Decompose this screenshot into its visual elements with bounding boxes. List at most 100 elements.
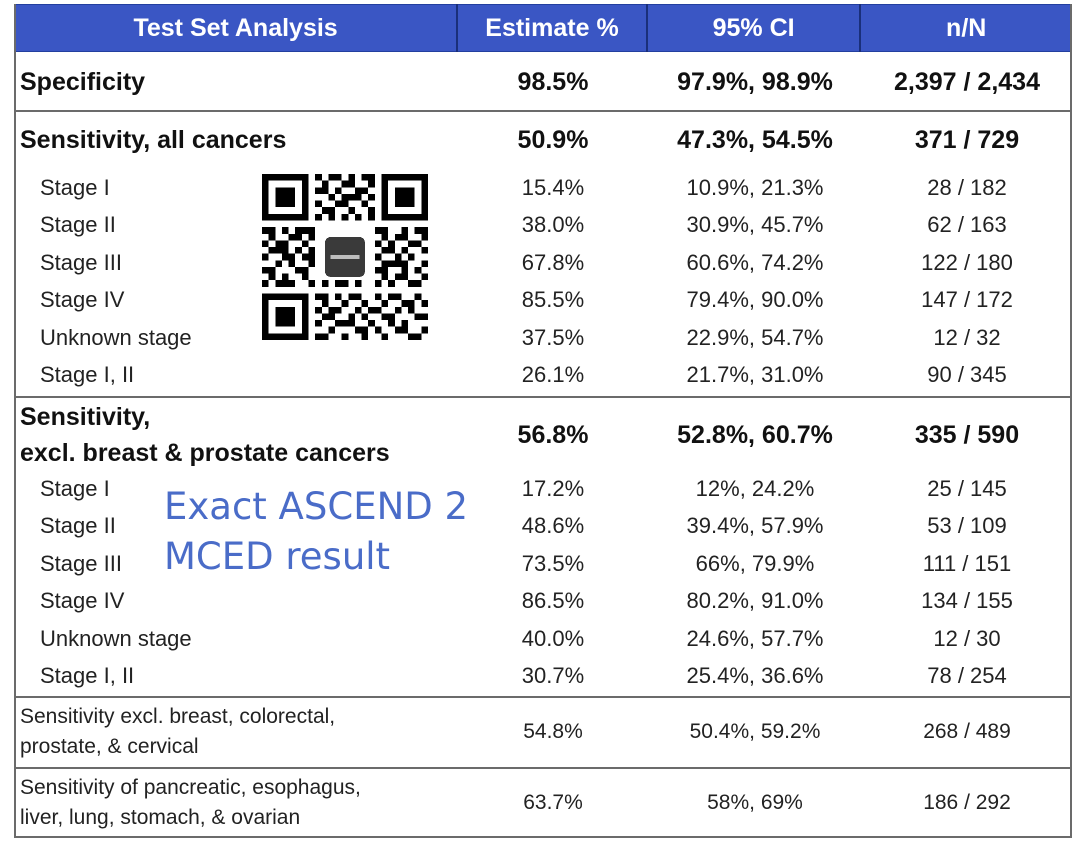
row-label: Stage III bbox=[40, 551, 122, 576]
row-estimate: 30.7% bbox=[521, 663, 585, 688]
row-ci: 50.4%, 59.2% bbox=[689, 720, 821, 743]
row-estimate: 50.9% bbox=[517, 125, 589, 154]
row-label-line1: Sensitivity excl. breast, colorectal, bbox=[20, 705, 336, 728]
row-n: 12 / 32 bbox=[933, 325, 1001, 350]
row-estimate: 98.5% bbox=[517, 67, 589, 96]
table-left-border bbox=[14, 4, 16, 838]
row-estimate: 26.1% bbox=[521, 362, 585, 387]
row-estimate: 56.8% bbox=[517, 420, 589, 449]
row-label: Stage I, II bbox=[40, 362, 135, 387]
row-estimate: 15.4% bbox=[521, 175, 585, 200]
row-ci: 52.8%, 60.7% bbox=[677, 420, 833, 449]
row-ci: 30.9%, 45.7% bbox=[686, 212, 824, 237]
overlay-line2: MCED result bbox=[164, 535, 391, 578]
row-n: 62 / 163 bbox=[927, 212, 1007, 237]
row-label: Stage IV bbox=[40, 287, 125, 312]
row-label: Stage IV bbox=[40, 588, 125, 613]
header-estimate: Estimate % bbox=[458, 4, 648, 52]
table-row: Stage I 17.2% 12%, 24.2% 25 / 145 bbox=[14, 471, 1072, 507]
table-row: Stage II 48.6% 39.4%, 57.9% 53 / 109 bbox=[14, 508, 1072, 544]
row-label: Unknown stage bbox=[40, 325, 192, 350]
table-row: Sensitivity, all cancers 50.9% 47.3%, 54… bbox=[14, 112, 1072, 168]
row-label: Stage I bbox=[40, 175, 110, 200]
row-n: 371 / 729 bbox=[914, 125, 1020, 154]
row-n: 28 / 182 bbox=[927, 175, 1007, 200]
row-n: 53 / 109 bbox=[927, 513, 1007, 538]
row-label: Sensitivity, excl. breast & prostate can… bbox=[14, 399, 458, 471]
row-ci: 24.6%, 57.7% bbox=[686, 626, 824, 651]
table-right-border bbox=[1070, 4, 1072, 838]
row-estimate: 63.7% bbox=[523, 791, 583, 814]
row-label-line2: prostate, & cervical bbox=[20, 735, 199, 758]
row-ci: 12%, 24.2% bbox=[695, 476, 815, 501]
row-n: 25 / 145 bbox=[927, 476, 1007, 501]
table-row: Stage I 15.4% 10.9%, 21.3% 28 / 182 bbox=[14, 170, 1072, 206]
row-estimate: 17.2% bbox=[521, 476, 585, 501]
overlay-line1: Exact ASCEND 2 bbox=[164, 485, 469, 528]
row-estimate: 40.0% bbox=[521, 626, 585, 651]
row-n: 12 / 30 bbox=[933, 626, 1001, 651]
row-n: 147 / 172 bbox=[921, 287, 1013, 312]
row-n: 186 / 292 bbox=[923, 791, 1011, 814]
row-n: 2,397 / 2,434 bbox=[894, 67, 1040, 96]
row-divider bbox=[14, 396, 1072, 398]
table-row: Specificity 98.5% 97.9%, 98.9% 2,397 / 2… bbox=[14, 54, 1072, 110]
qr-code-icon bbox=[262, 174, 428, 340]
row-label: Stage II bbox=[40, 212, 116, 237]
header-n: n/N bbox=[946, 13, 987, 42]
row-estimate: 86.5% bbox=[521, 588, 585, 613]
row-label: Specificity bbox=[20, 67, 146, 96]
row-estimate: 37.5% bbox=[521, 325, 585, 350]
row-estimate: 67.8% bbox=[521, 250, 585, 275]
row-n: 90 / 345 bbox=[927, 362, 1007, 387]
overlay-annotation: Exact ASCEND 2 MCED result bbox=[164, 482, 468, 582]
row-ci: 47.3%, 54.5% bbox=[677, 125, 833, 154]
table-row: Stage II 38.0% 30.9%, 45.7% 62 / 163 bbox=[14, 207, 1072, 243]
row-divider bbox=[14, 696, 1072, 698]
table-row: Stage IV 85.5% 79.4%, 90.0% 147 / 172 bbox=[14, 282, 1072, 318]
row-label-line2: liver, lung, stomach, & ovarian bbox=[20, 806, 301, 829]
row-divider bbox=[14, 110, 1072, 112]
row-label: Sensitivity, all cancers bbox=[20, 125, 287, 154]
row-n: 78 / 254 bbox=[927, 663, 1007, 688]
table-row: Stage IV 86.5% 80.2%, 91.0% 134 / 155 bbox=[14, 583, 1072, 619]
header-ci: 95% CI bbox=[648, 4, 862, 52]
row-estimate: 48.6% bbox=[521, 513, 585, 538]
row-ci: 21.7%, 31.0% bbox=[686, 362, 824, 387]
row-ci: 22.9%, 54.7% bbox=[686, 325, 824, 350]
row-ci: 79.4%, 90.0% bbox=[686, 287, 824, 312]
table-row: Sensitivity excl. breast, colorectal, pr… bbox=[14, 698, 1072, 766]
table-row: Unknown stage 37.5% 22.9%, 54.7% 12 / 32 bbox=[14, 320, 1072, 356]
row-label-line1: Sensitivity of pancreatic, esophagus, bbox=[20, 776, 361, 799]
results-table: Test Set Analysis Estimate % 95% CI n/N … bbox=[14, 4, 1072, 838]
header-test-set-analysis: Test Set Analysis bbox=[15, 4, 459, 52]
row-estimate: 85.5% bbox=[521, 287, 585, 312]
row-label: Stage I bbox=[40, 476, 110, 501]
row-ci: 10.9%, 21.3% bbox=[686, 175, 824, 200]
row-ci: 25.4%, 36.6% bbox=[686, 663, 824, 688]
table-bottom-border bbox=[14, 836, 1072, 838]
row-n: 122 / 180 bbox=[921, 250, 1013, 275]
row-label-line2: excl. breast & prostate cancers bbox=[20, 439, 390, 467]
row-estimate: 54.8% bbox=[523, 720, 583, 743]
table-row: Stage III 73.5% 66%, 79.9% 111 / 151 bbox=[14, 546, 1072, 582]
table-row: Sensitivity, excl. breast & prostate can… bbox=[14, 398, 1072, 472]
row-ci: 97.9%, 98.9% bbox=[677, 67, 833, 96]
row-ci: 66%, 79.9% bbox=[695, 551, 815, 576]
row-estimate: 38.0% bbox=[521, 212, 585, 237]
row-label: Unknown stage bbox=[40, 626, 192, 651]
row-n: 111 / 151 bbox=[922, 551, 1012, 576]
row-label: Stage III bbox=[40, 250, 122, 275]
table-row: Unknown stage 40.0% 24.6%, 57.7% 12 / 30 bbox=[14, 621, 1072, 657]
table-row: Sensitivity of pancreatic, esophagus, li… bbox=[14, 769, 1072, 837]
table-row: Stage I, II 26.1% 21.7%, 31.0% 90 / 345 bbox=[14, 357, 1072, 393]
row-n: 134 / 155 bbox=[921, 588, 1013, 613]
row-n: 335 / 590 bbox=[914, 420, 1020, 449]
table-row: Stage I, II 30.7% 25.4%, 36.6% 78 / 254 bbox=[14, 658, 1072, 694]
row-ci: 80.2%, 91.0% bbox=[686, 588, 824, 613]
row-ci: 60.6%, 74.2% bbox=[686, 250, 824, 275]
row-n: 268 / 489 bbox=[923, 720, 1011, 743]
row-label-line1: Sensitivity, bbox=[20, 403, 151, 431]
row-divider bbox=[14, 767, 1072, 769]
row-label: Sensitivity excl. breast, colorectal, pr… bbox=[14, 702, 458, 762]
